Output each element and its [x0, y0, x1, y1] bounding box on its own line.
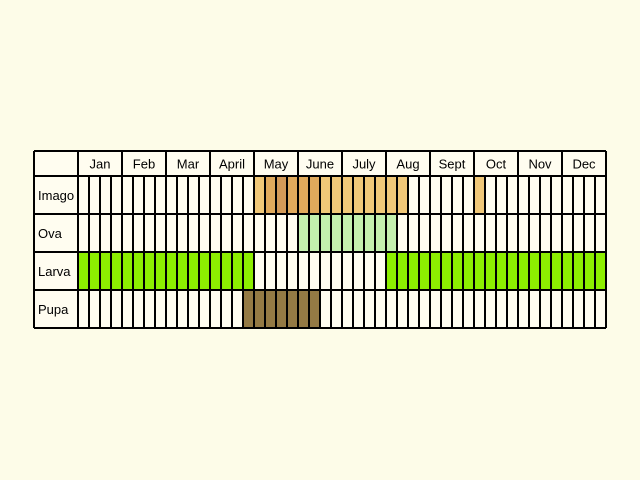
month-label: Oct — [486, 157, 507, 172]
month-label: April — [219, 157, 245, 172]
imago-band-8 — [342, 176, 353, 214]
ova-band-0 — [298, 214, 397, 252]
month-label: May — [264, 157, 289, 172]
pupa-band-0 — [243, 290, 320, 328]
imago-band-12 — [386, 176, 397, 214]
month-label: Sept — [439, 157, 466, 172]
row-label-pupa: Pupa — [38, 302, 69, 317]
calendar-labels: Jan Feb Mar April May June July Aug Sept Oct Nov De… — [38, 157, 596, 318]
month-label: Jan — [90, 157, 111, 172]
row-label-ova: Ova — [38, 226, 63, 241]
month-label: Nov — [528, 157, 552, 172]
imago-band-11 — [375, 176, 386, 214]
month-label: Mar — [177, 157, 200, 172]
imago-band-4 — [298, 176, 309, 214]
imago-band-10 — [364, 176, 375, 214]
month-label: Dec — [572, 157, 596, 172]
month-label: Feb — [133, 157, 155, 172]
imago-band-13 — [397, 176, 408, 214]
imago-band-14 — [474, 176, 485, 214]
imago-band-2 — [276, 176, 287, 214]
imago-band-0 — [254, 176, 265, 214]
imago-band-3 — [287, 176, 298, 214]
month-label: June — [306, 157, 334, 172]
row-label-larva: Larva — [38, 264, 71, 279]
imago-band-9 — [353, 176, 364, 214]
imago-band-6 — [320, 176, 331, 214]
month-label: July — [352, 157, 376, 172]
imago-band-1 — [265, 176, 276, 214]
row-label-imago: Imago — [38, 188, 74, 203]
calendar-grid — [33, 150, 607, 329]
month-label: Aug — [396, 157, 419, 172]
imago-band-5 — [309, 176, 320, 214]
imago-band-7 — [331, 176, 342, 214]
